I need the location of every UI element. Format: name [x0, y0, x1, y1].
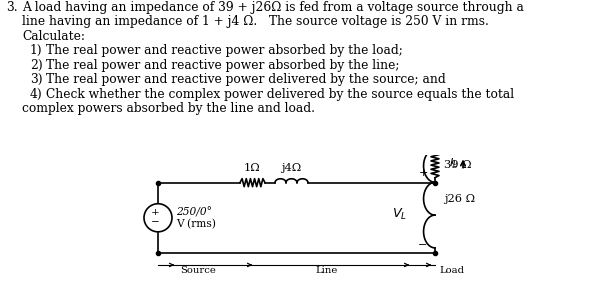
Text: $I_L$: $I_L$	[449, 157, 458, 171]
Text: j4Ω: j4Ω	[281, 163, 302, 173]
Text: The real power and reactive power absorbed by the line;: The real power and reactive power absorb…	[46, 59, 400, 72]
Text: +: +	[150, 208, 159, 217]
Text: Load: Load	[439, 266, 464, 275]
Text: +: +	[419, 167, 427, 178]
Text: 39 Ω: 39 Ω	[444, 160, 472, 170]
Text: −: −	[150, 218, 159, 227]
Text: 4): 4)	[30, 88, 43, 101]
Text: line having an impedance of 1 + j4 Ω.   The source voltage is 250 V in rms.: line having an impedance of 1 + j4 Ω. Th…	[22, 15, 489, 28]
Text: The real power and reactive power delivered by the source; and: The real power and reactive power delive…	[46, 73, 446, 86]
Text: The real power and reactive power absorbed by the load;: The real power and reactive power absorb…	[46, 44, 403, 57]
Text: A load having an impedance of 39 + j26Ω is fed from a voltage source through a: A load having an impedance of 39 + j26Ω …	[22, 1, 524, 14]
Text: $V_L$: $V_L$	[392, 207, 408, 222]
Text: Line: Line	[316, 266, 337, 275]
Text: −: −	[419, 240, 427, 250]
Text: Source: Source	[180, 266, 216, 275]
Text: V (rms): V (rms)	[176, 219, 216, 229]
Text: 3): 3)	[30, 73, 43, 86]
Text: complex powers absorbed by the line and load.: complex powers absorbed by the line and …	[22, 102, 315, 115]
Text: 250/0°: 250/0°	[176, 208, 212, 218]
Text: j26 Ω: j26 Ω	[444, 194, 475, 204]
Text: 3.: 3.	[6, 1, 18, 14]
Text: 2): 2)	[30, 59, 43, 72]
Text: Calculate:: Calculate:	[22, 30, 85, 43]
Text: 1Ω: 1Ω	[244, 163, 261, 173]
Text: Check whether the complex power delivered by the source equals the total: Check whether the complex power delivere…	[46, 88, 514, 101]
Text: 1): 1)	[30, 44, 43, 57]
